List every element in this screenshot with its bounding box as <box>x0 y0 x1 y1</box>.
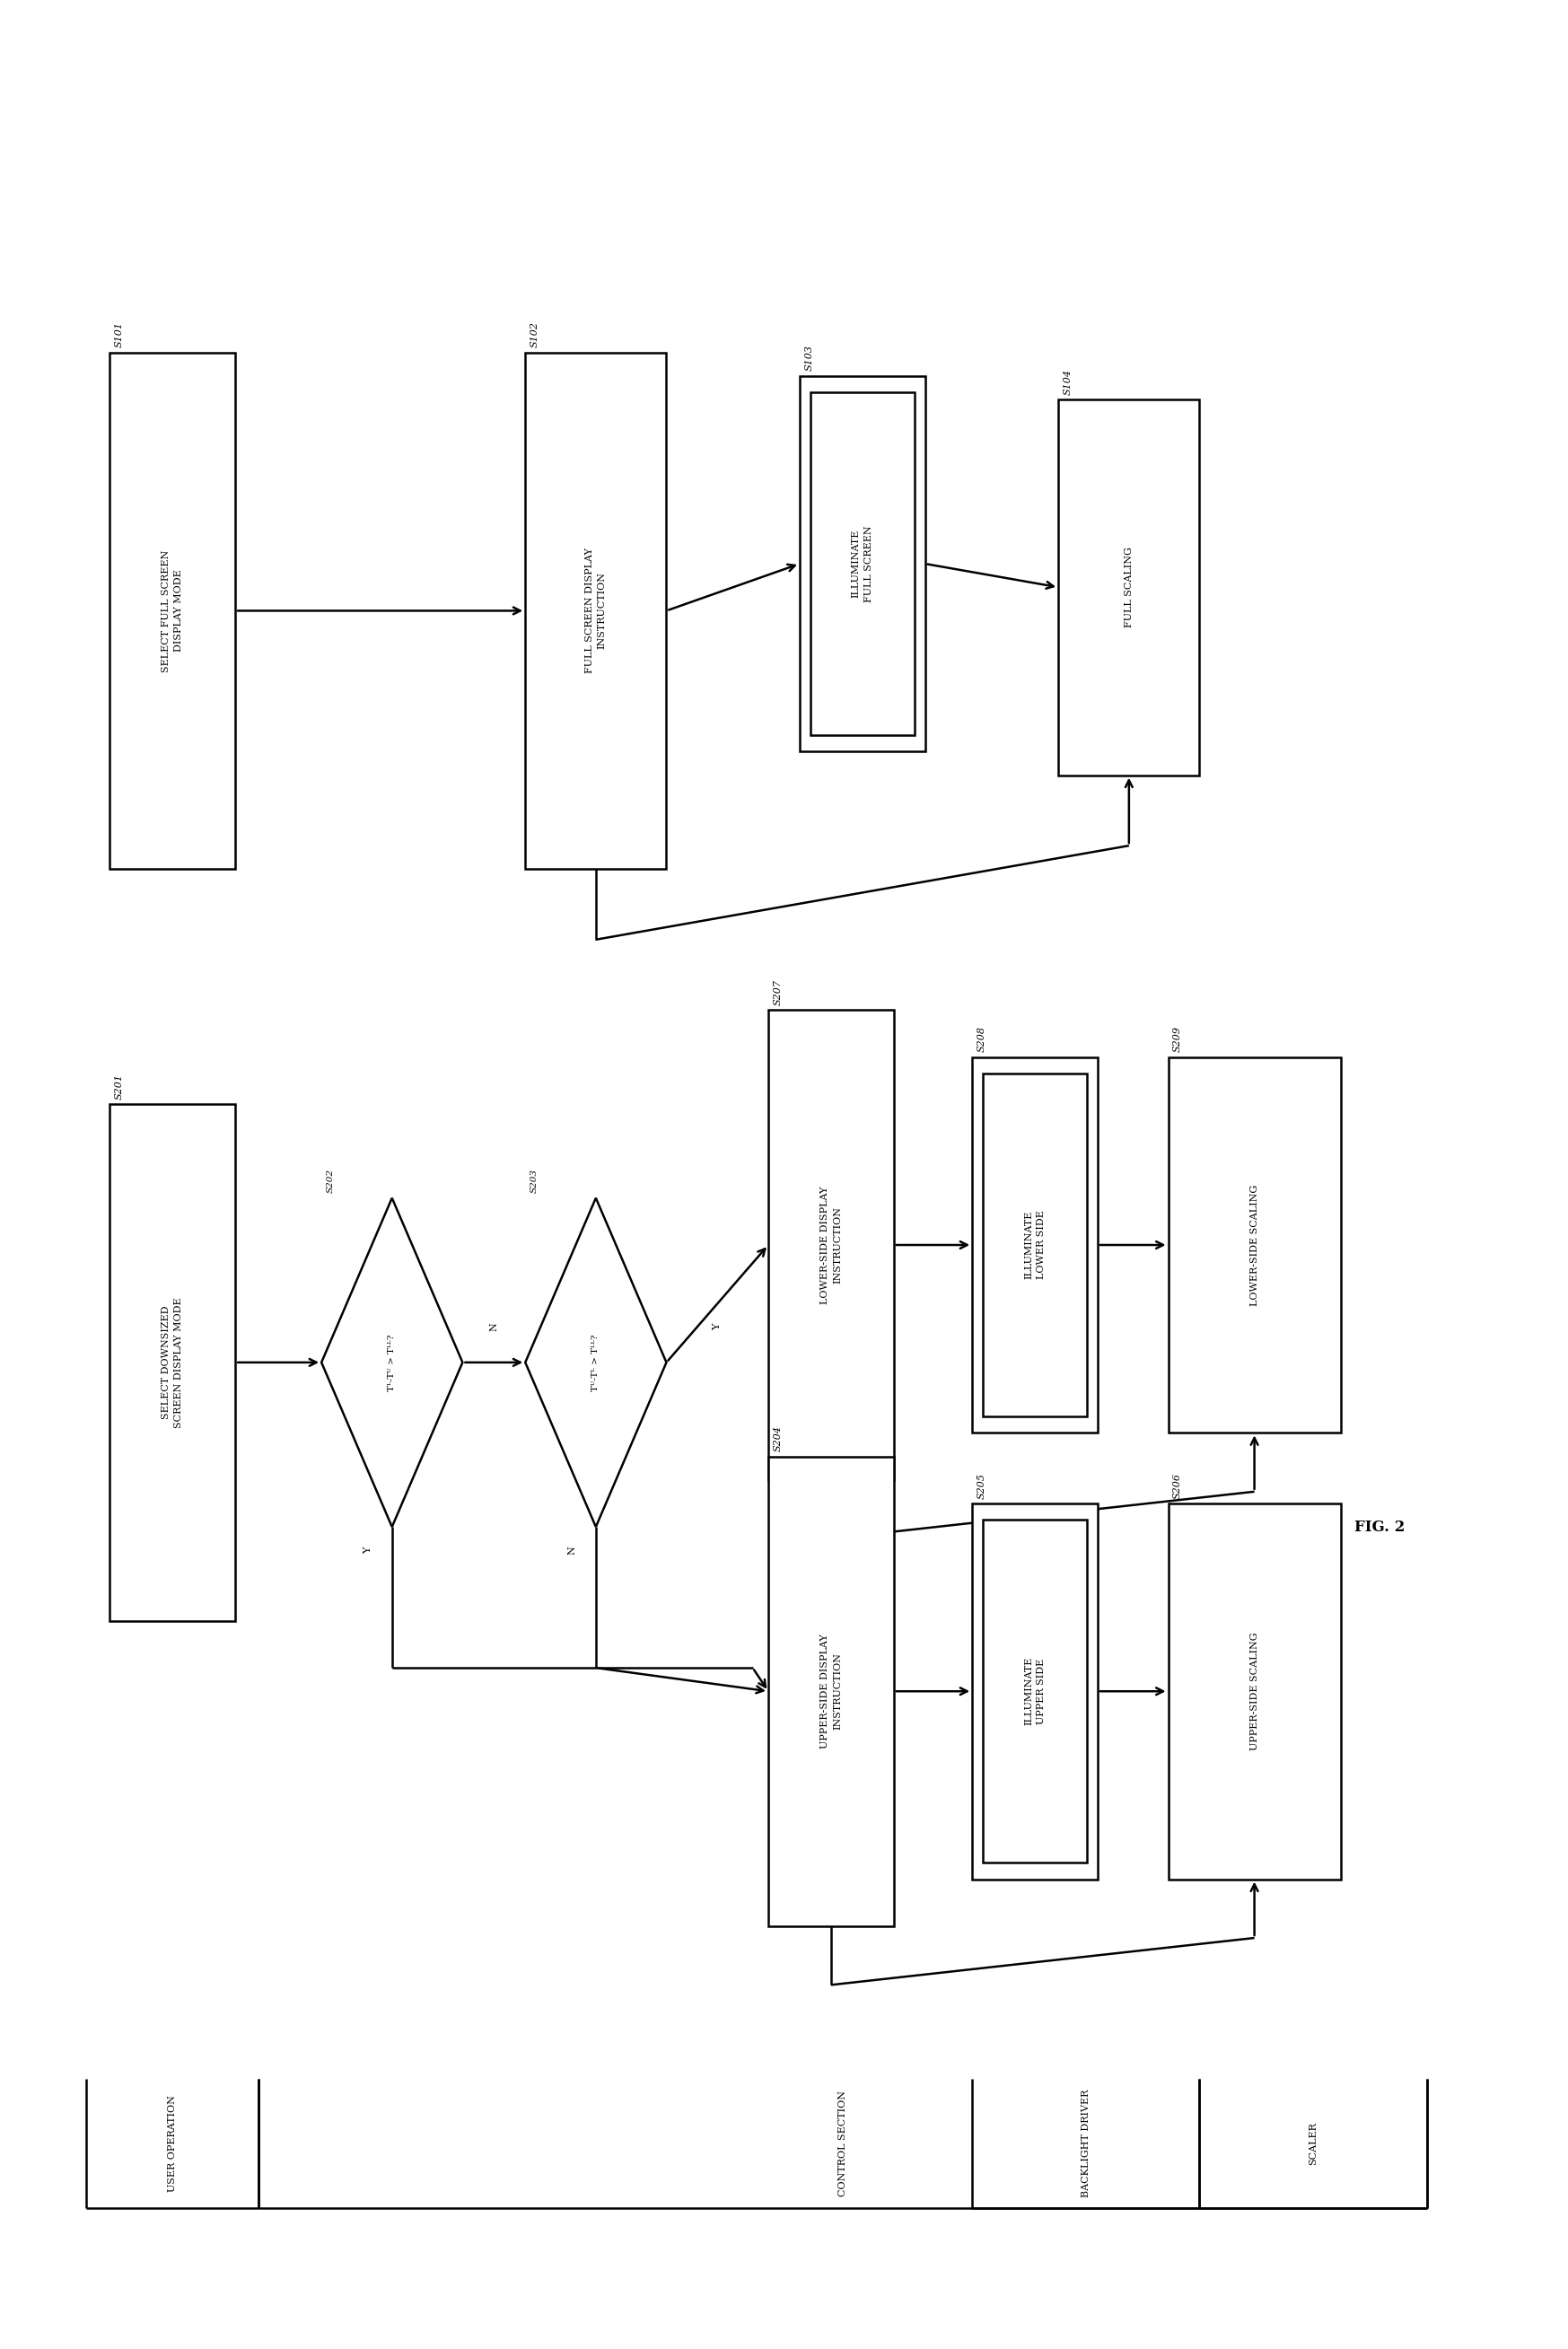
Bar <box>983 1073 1087 1416</box>
Text: Y: Y <box>364 1548 373 1553</box>
Bar <box>110 1104 235 1621</box>
Text: BACKLIGHT DRIVER: BACKLIGHT DRIVER <box>1082 2091 1090 2196</box>
Text: S102: S102 <box>530 322 539 348</box>
Text: SELECT FULL SCREEN
DISPLAY MODE: SELECT FULL SCREEN DISPLAY MODE <box>162 550 183 672</box>
Text: ILLUMINATE
FULL SCREEN: ILLUMINATE FULL SCREEN <box>851 526 873 601</box>
Bar <box>768 1456 894 1926</box>
Text: CONTROL SECTION: CONTROL SECTION <box>839 2091 847 2196</box>
Text: SELECT DOWNSIZED
SCREEN DISPLAY MODE: SELECT DOWNSIZED SCREEN DISPLAY MODE <box>162 1297 183 1428</box>
Text: LOWER-SIDE SCALING: LOWER-SIDE SCALING <box>1250 1184 1259 1306</box>
Polygon shape <box>321 1198 463 1527</box>
Text: UPPER-SIDE SCALING: UPPER-SIDE SCALING <box>1250 1633 1259 1750</box>
Bar <box>110 352 235 869</box>
Text: Tᵁ-Tᴸ > Tᴸᴸ?: Tᵁ-Tᴸ > Tᴸᴸ? <box>591 1334 601 1391</box>
Text: S206: S206 <box>1173 1473 1182 1499</box>
Text: FIG. 2: FIG. 2 <box>1355 1520 1405 1534</box>
Text: S207: S207 <box>773 980 782 1005</box>
Text: Y: Y <box>713 1325 721 1330</box>
Bar <box>1168 1057 1341 1433</box>
Text: N: N <box>489 1322 499 1332</box>
Text: UPPER-SIDE DISPLAY
INSTRUCTION: UPPER-SIDE DISPLAY INSTRUCTION <box>820 1635 842 1748</box>
Text: S103: S103 <box>804 345 814 371</box>
Text: Tᴸ-Tᵁ > Tᴸᴸ?: Tᴸ-Tᵁ > Tᴸᴸ? <box>387 1334 397 1391</box>
Bar <box>972 1057 1098 1433</box>
Bar <box>983 1520 1087 1863</box>
Text: S208: S208 <box>977 1027 986 1052</box>
Bar <box>1168 1503 1341 1879</box>
Text: SCALER: SCALER <box>1309 2121 1317 2166</box>
Text: FULL SCREEN DISPLAY
INSTRUCTION: FULL SCREEN DISPLAY INSTRUCTION <box>585 547 607 674</box>
Text: ILLUMINATE
UPPER SIDE: ILLUMINATE UPPER SIDE <box>1024 1656 1046 1727</box>
Text: USER OPERATION: USER OPERATION <box>168 2095 177 2192</box>
Text: S104: S104 <box>1063 369 1073 395</box>
Text: S205: S205 <box>977 1473 986 1499</box>
Polygon shape <box>525 1198 666 1527</box>
Text: S204: S204 <box>773 1426 782 1452</box>
Bar <box>525 352 666 869</box>
Bar <box>1058 399 1200 775</box>
Text: S201: S201 <box>114 1073 124 1099</box>
Text: S101: S101 <box>114 322 124 348</box>
Bar <box>800 376 925 752</box>
Text: LOWER-SIDE DISPLAY
INSTRUCTION: LOWER-SIDE DISPLAY INSTRUCTION <box>820 1186 842 1304</box>
Text: S202: S202 <box>326 1170 334 1193</box>
Bar <box>768 1010 894 1480</box>
Text: ILLUMINATE
LOWER SIDE: ILLUMINATE LOWER SIDE <box>1024 1210 1046 1280</box>
Text: FULL SCALING: FULL SCALING <box>1124 547 1134 627</box>
Text: S203: S203 <box>530 1170 538 1193</box>
Bar <box>811 392 914 735</box>
Text: N: N <box>568 1546 577 1555</box>
Text: S209: S209 <box>1173 1027 1182 1052</box>
Bar <box>972 1503 1098 1879</box>
